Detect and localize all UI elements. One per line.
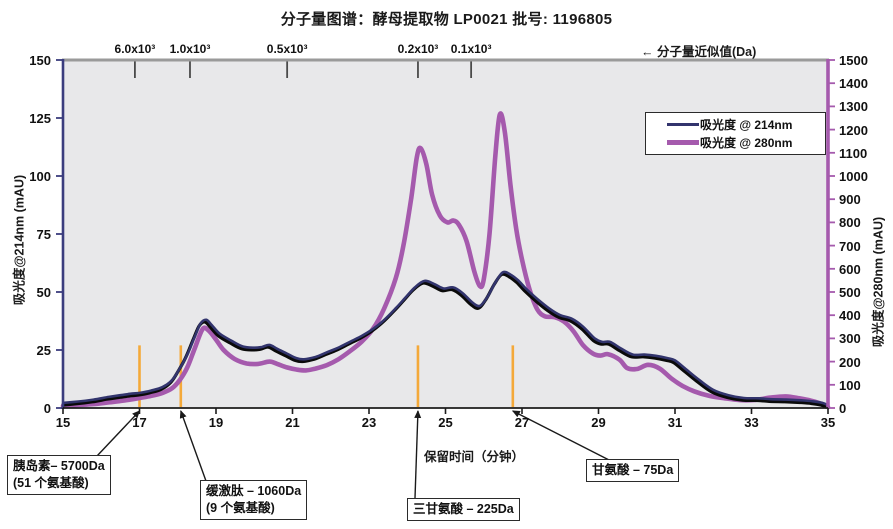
top-axis-tick-label: 0.1x10³ [450,42,492,56]
callout-triglycine-line1: 三甘氨酸 – 225Da [413,502,514,516]
y-left-tick-label: 100 [29,169,51,184]
legend-label-280nm: 吸光度 @ 280nm [700,136,793,150]
chart-title: 分子量图谱：酵母提取物 LP0021 批号: 1196805 [280,11,613,28]
x-tick-label: 33 [744,415,759,430]
callout-glycine-line1: 甘氨酸 – 75Da [592,463,674,477]
x-tick-label: 19 [208,415,224,430]
y-left-tick-label: 0 [43,401,51,416]
x-tick-label: 31 [667,415,683,430]
callout-arrow [414,410,422,499]
x-tick-label: 15 [55,415,71,430]
callout-arrow [511,410,612,462]
callout-insulin-line2: (51 个氨基酸) [13,475,89,490]
callout-glycine: 甘氨酸 – 75Da [586,459,680,482]
series-214nm-line [62,270,829,407]
y-right-tick-label: 200 [839,354,861,370]
x-tick-label: 25 [438,415,453,430]
legend-item-214nm: 吸光度 @ 214nm [667,116,821,133]
callout-insulin: 胰岛素– 5700Da (51 个氨基酸) [7,455,111,495]
x-tick-label: 35 [820,415,836,430]
callout-triglycine: 三甘氨酸 – 225Da [407,498,520,521]
top-axis-tick-label: 1.0x10³ [169,42,211,56]
y-right-tick-label: 0 [839,401,847,416]
y-right-tick-label: 500 [839,285,861,300]
callout-bradykinin-line1: 缓激肽 – 1060Da [206,484,302,498]
y-right-tick-label: 1100 [839,145,868,161]
x-tick-label: 27 [514,415,530,430]
y-left-tick-label: 125 [29,111,51,126]
y-right-tick-label: 600 [839,261,861,277]
x-axis-title: 保留时间（分钟） [424,450,525,464]
y-right-tick-label: 1300 [839,99,868,115]
y-left-tick-label: 75 [36,227,51,242]
top-axis-tick-label: 0.5x10³ [266,42,308,56]
top-axis-tick-label: 6.0x10³ [114,42,156,56]
y-left-tick-label: 25 [36,343,51,358]
y-right-tick-label: 1200 [839,122,868,138]
legend-line-214-icon [667,123,699,126]
y-right-tick-label: 900 [839,192,861,208]
y-left-tick-label: 50 [36,285,51,300]
x-tick-label: 23 [361,415,377,430]
x-tick-label: 29 [591,415,606,430]
y-right-tick-label: 800 [839,215,861,231]
y-right-tick-label: 700 [839,238,861,254]
y-left-tick-label: 150 [29,53,51,68]
callout-bradykinin: 缓激肽 – 1060Da (9 个氨基酸) [200,480,308,520]
legend: 吸光度 @ 214nm 吸光度 @ 280nm [645,112,826,155]
y-right-tick-label: 300 [839,331,861,347]
y-right-tick-label: 1400 [839,76,868,92]
y-right-tick-label: 100 [839,377,861,393]
y-right-tick-label: 1500 [839,53,868,68]
callout-arrow [179,410,207,482]
y-right-tick-label: 400 [839,308,861,324]
y-right-tick-label: 1000 [839,169,868,184]
legend-item-280nm: 吸光度 @ 280nm [667,134,821,151]
legend-line-280-icon [667,140,699,145]
callout-bradykinin-line2: (9 个氨基酸) [206,500,275,515]
legend-label-214nm: 吸光度 @ 214nm [700,118,793,132]
x-tick-label: 21 [285,415,300,430]
callout-arrow [96,410,141,457]
callout-insulin-line1: 胰岛素– 5700Da [13,459,105,473]
top-axis-tick-label: 0.2x10³ [397,42,439,56]
x-tick-label: 17 [132,415,147,430]
top-axis-label: ← 分子量近似值(Da) [641,45,757,59]
series-280nm-line [60,111,831,410]
